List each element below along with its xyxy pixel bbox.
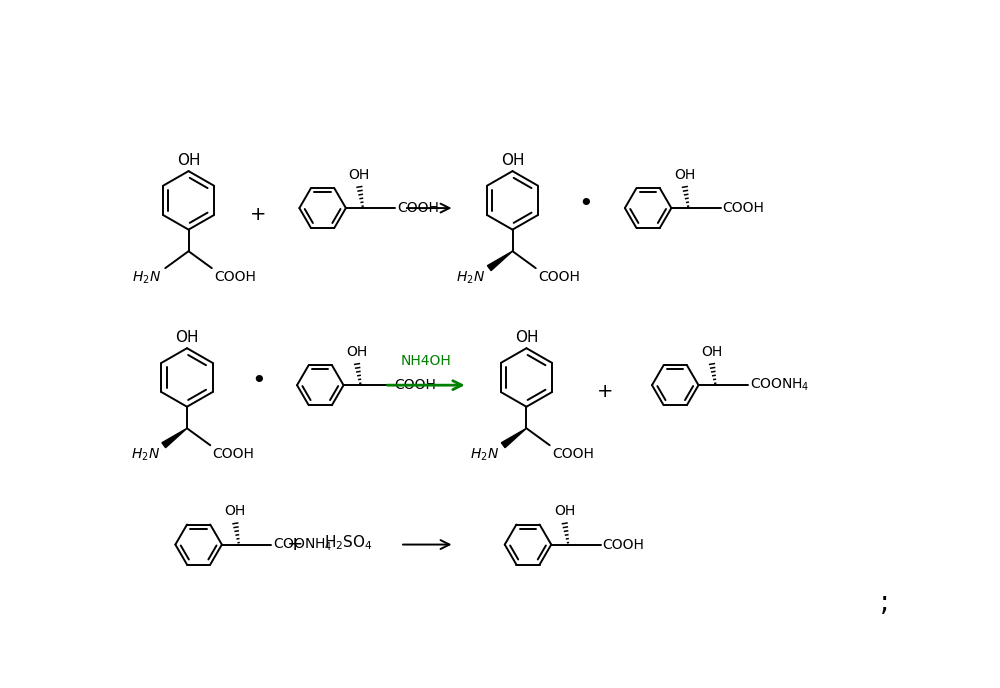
Text: COOH: COOH: [602, 537, 644, 552]
Text: +: +: [250, 205, 267, 224]
Text: ;: ;: [880, 589, 889, 617]
Text: OH: OH: [701, 345, 722, 359]
Text: +: +: [287, 535, 304, 554]
Text: COOH: COOH: [552, 447, 594, 461]
Text: NH4OH: NH4OH: [400, 354, 451, 368]
Polygon shape: [487, 251, 512, 270]
Text: COOH: COOH: [395, 378, 437, 392]
Text: +: +: [597, 382, 614, 401]
Text: COOH: COOH: [397, 201, 439, 215]
Text: •: •: [251, 369, 266, 394]
Text: OH: OH: [674, 168, 695, 182]
Text: COONH$_4$: COONH$_4$: [750, 377, 809, 394]
Text: $H_2N$: $H_2N$: [131, 447, 160, 463]
Polygon shape: [162, 429, 187, 448]
Text: COOH: COOH: [538, 270, 580, 283]
Text: $H_2N$: $H_2N$: [132, 270, 161, 286]
Polygon shape: [501, 429, 526, 448]
Text: $H_2N$: $H_2N$: [470, 447, 499, 463]
Text: OH: OH: [177, 153, 200, 168]
Text: OH: OH: [175, 330, 199, 345]
Text: OH: OH: [348, 168, 370, 182]
Text: OH: OH: [224, 504, 246, 518]
Text: OH: OH: [515, 330, 538, 345]
Text: OH: OH: [346, 345, 367, 359]
Text: •: •: [579, 192, 594, 216]
Text: COOH: COOH: [723, 201, 764, 215]
Text: COOH: COOH: [214, 270, 256, 283]
Text: OH: OH: [501, 153, 524, 168]
Text: COONH$_4$: COONH$_4$: [273, 537, 333, 552]
Text: $H_2N$: $H_2N$: [456, 270, 485, 286]
Text: H$_2$SO$_4$: H$_2$SO$_4$: [324, 534, 373, 552]
Text: OH: OH: [554, 504, 575, 518]
Text: COOH: COOH: [213, 447, 254, 461]
